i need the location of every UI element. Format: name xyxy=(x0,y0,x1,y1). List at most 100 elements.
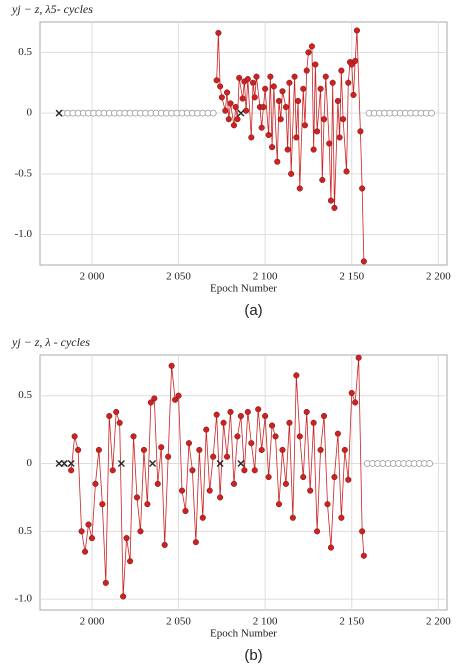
point xyxy=(331,474,338,481)
point xyxy=(270,83,277,90)
point xyxy=(269,422,276,429)
point xyxy=(218,94,225,101)
point xyxy=(353,27,360,34)
x-tick-label: 2 050 xyxy=(166,271,191,283)
point xyxy=(303,408,310,416)
point xyxy=(334,430,341,437)
point xyxy=(140,446,147,453)
y-tick-label: 0 xyxy=(27,107,33,119)
point xyxy=(223,453,231,460)
x-marker xyxy=(237,460,245,467)
point xyxy=(113,408,120,416)
point xyxy=(348,389,355,397)
point xyxy=(296,433,303,440)
point xyxy=(340,116,347,123)
point xyxy=(275,97,283,105)
point xyxy=(360,258,367,265)
point xyxy=(234,116,241,123)
x-tick-label: 2 200 xyxy=(426,616,451,628)
point xyxy=(137,528,144,535)
point xyxy=(133,494,141,501)
point xyxy=(300,85,307,92)
point xyxy=(85,521,92,528)
y-tick-label: -1.0 xyxy=(15,228,33,240)
point xyxy=(262,85,269,92)
point xyxy=(165,453,172,460)
y-tick-label: 0.5 xyxy=(18,525,32,537)
point xyxy=(357,128,364,135)
point xyxy=(326,140,333,147)
point xyxy=(154,480,161,487)
point xyxy=(350,91,357,98)
point xyxy=(308,43,315,50)
x-marker xyxy=(216,460,224,467)
point xyxy=(322,73,329,80)
point xyxy=(262,412,269,420)
point xyxy=(123,535,130,542)
point xyxy=(345,476,352,483)
point xyxy=(109,467,116,474)
point xyxy=(71,433,78,440)
y-tick-label: 0.5 xyxy=(18,46,32,58)
point xyxy=(147,399,154,406)
x-marker xyxy=(117,460,125,467)
x-axis-label: Epoch Number xyxy=(210,628,277,640)
point xyxy=(227,408,234,416)
point xyxy=(310,146,317,153)
point xyxy=(314,128,321,135)
x-marker xyxy=(149,460,157,467)
point xyxy=(319,176,326,183)
point xyxy=(206,487,213,494)
point xyxy=(232,104,239,111)
point xyxy=(272,433,279,440)
x-tick-label: 2 050 xyxy=(166,616,191,628)
caption: (a) xyxy=(244,302,262,319)
x-marker xyxy=(55,460,63,467)
x-tick-label: 2 200 xyxy=(426,271,451,283)
point xyxy=(210,453,217,460)
point xyxy=(320,412,328,420)
point xyxy=(220,419,227,426)
point xyxy=(185,440,192,447)
point xyxy=(81,548,89,555)
point xyxy=(223,89,231,96)
point xyxy=(227,100,234,107)
point xyxy=(213,411,220,418)
point xyxy=(286,419,293,426)
point xyxy=(68,467,75,474)
y-tick-label: 0.5 xyxy=(18,389,32,401)
point xyxy=(324,501,331,508)
point xyxy=(258,124,265,131)
point xyxy=(92,480,99,487)
point xyxy=(334,97,341,105)
point xyxy=(279,446,286,453)
point xyxy=(277,116,284,123)
y-tick-label: -0.5 xyxy=(15,167,33,179)
point xyxy=(161,541,168,548)
point xyxy=(95,446,102,453)
point xyxy=(178,487,186,494)
x-tick-label: 2 150 xyxy=(339,616,364,628)
point xyxy=(209,109,217,117)
point xyxy=(130,433,137,440)
point xyxy=(244,76,251,83)
point xyxy=(222,107,229,114)
x-tick-label: 2 000 xyxy=(80,271,105,283)
point xyxy=(168,362,175,369)
point xyxy=(215,29,222,36)
x-tick-label: 2 100 xyxy=(253,271,278,283)
point xyxy=(116,419,123,426)
y-tick-label: -1.0 xyxy=(15,593,33,605)
point xyxy=(234,433,241,440)
x-marker xyxy=(67,460,75,467)
point xyxy=(338,67,345,74)
point xyxy=(320,116,328,123)
point xyxy=(312,61,319,68)
chart-title: yj − z, λ5- cycles xyxy=(11,2,93,16)
point xyxy=(192,539,199,546)
point xyxy=(230,480,238,487)
point xyxy=(258,446,265,453)
x-marker xyxy=(60,460,68,467)
point xyxy=(317,446,324,453)
point xyxy=(305,49,312,56)
